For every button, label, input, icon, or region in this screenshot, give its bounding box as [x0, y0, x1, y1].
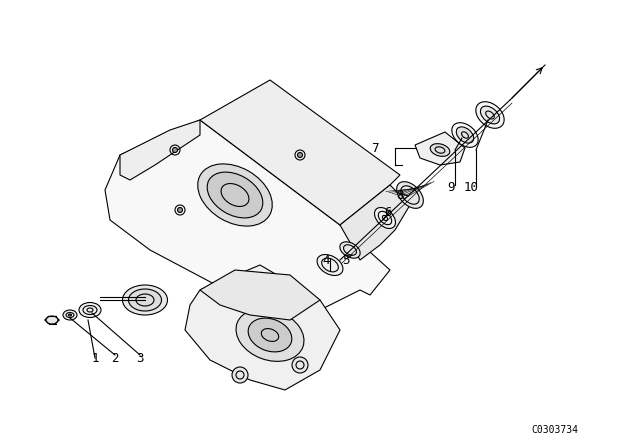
- Circle shape: [232, 367, 248, 383]
- Text: C0303734: C0303734: [531, 425, 579, 435]
- Ellipse shape: [481, 106, 500, 124]
- Ellipse shape: [122, 285, 168, 315]
- Polygon shape: [185, 265, 340, 390]
- Ellipse shape: [476, 102, 504, 128]
- Ellipse shape: [46, 316, 58, 324]
- Circle shape: [173, 147, 177, 152]
- Circle shape: [177, 207, 182, 212]
- Ellipse shape: [198, 164, 272, 226]
- Text: 7: 7: [371, 142, 379, 155]
- Polygon shape: [340, 185, 410, 260]
- Ellipse shape: [129, 289, 161, 311]
- Polygon shape: [415, 132, 465, 165]
- Ellipse shape: [430, 144, 450, 156]
- Circle shape: [298, 152, 303, 158]
- Text: 4: 4: [323, 254, 330, 267]
- Ellipse shape: [374, 207, 396, 228]
- Ellipse shape: [340, 242, 360, 258]
- Text: 5: 5: [342, 254, 349, 267]
- Ellipse shape: [317, 254, 343, 276]
- Ellipse shape: [452, 123, 478, 147]
- Polygon shape: [120, 120, 200, 180]
- Ellipse shape: [236, 309, 304, 362]
- Text: 10: 10: [463, 181, 479, 194]
- Ellipse shape: [63, 310, 77, 320]
- Text: 6: 6: [384, 206, 392, 219]
- Ellipse shape: [207, 172, 263, 218]
- Ellipse shape: [79, 302, 101, 318]
- Ellipse shape: [68, 314, 72, 316]
- Polygon shape: [105, 120, 390, 320]
- Ellipse shape: [248, 318, 292, 352]
- Polygon shape: [200, 80, 400, 225]
- Text: 3: 3: [136, 352, 144, 365]
- Text: 8: 8: [396, 189, 404, 202]
- Circle shape: [292, 357, 308, 373]
- Text: 1: 1: [92, 352, 99, 365]
- Text: 9: 9: [447, 181, 455, 194]
- Ellipse shape: [456, 127, 474, 143]
- Text: 2: 2: [111, 352, 119, 365]
- Ellipse shape: [397, 181, 423, 208]
- Polygon shape: [200, 270, 320, 320]
